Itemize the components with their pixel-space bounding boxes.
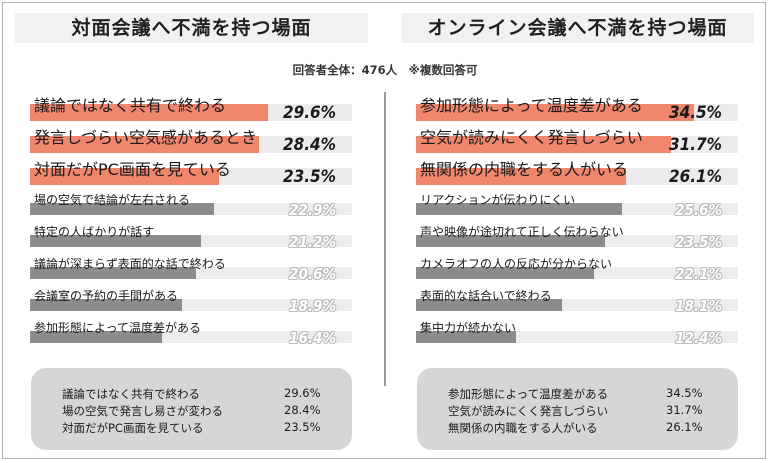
bar (30, 235, 201, 247)
respondent-note: 回答者全体：476人 ※複数回答可 (292, 63, 478, 77)
bar-label: 参加形態によって温度差がある (420, 96, 643, 115)
bar-label: 議論ではなく共有で終わる (34, 96, 227, 115)
bar-label: 表面的な話合いで終わる (420, 289, 552, 303)
bar-value-label: 31.7% (668, 135, 722, 155)
summary-value: 29.6% (284, 386, 321, 400)
bar-value-label: 25.6% (675, 201, 722, 219)
bar (416, 267, 594, 279)
bar (30, 331, 163, 343)
bar-label: 会議室の予約の手間がある (34, 289, 179, 303)
bar-value-label: 18.9% (289, 297, 336, 315)
bar-value-label: 28.4% (282, 135, 336, 155)
bar-label: 特定の人ばかりが話す (34, 225, 155, 239)
summary-label: 場の空気で発言し易さが変わる (62, 404, 223, 418)
center-divider (384, 92, 386, 386)
summary-label: 空気が読みにくく発言しづらい (448, 404, 609, 418)
bar (416, 331, 516, 343)
bar (416, 203, 623, 215)
bar-value-label: 23.5% (282, 167, 336, 187)
summary-value: 26.1% (666, 420, 703, 434)
bar-value-label: 12.4% (675, 329, 722, 347)
bar-label: リアクションが伝わりにくい (420, 193, 576, 207)
bar-label: 発言しづらい空気感があるとき (34, 128, 258, 147)
summary-label: 参加形態によって温度差がある (448, 387, 609, 401)
summary-label: 対面だがPC画面を見ている (62, 421, 204, 435)
figure-frame (2, 2, 766, 459)
bar (416, 235, 606, 247)
bar-label: 無関係の内職をする人がいる (420, 160, 629, 179)
summary-value: 28.4% (284, 403, 321, 417)
bar (30, 168, 220, 185)
bar-value-label: 21.2% (289, 233, 336, 251)
summary-label: 議論ではなく共有で終わる (62, 387, 200, 401)
summary-value: 34.5% (666, 386, 703, 400)
bar (416, 136, 672, 153)
summary-value: 31.7% (666, 403, 703, 417)
bar-label: カメラオフの人の反応が分からない (420, 257, 613, 271)
bar-label: 空気が読みにくく発言しづらい (420, 128, 643, 147)
bar (30, 104, 269, 121)
bar (30, 299, 183, 311)
bar (30, 267, 196, 279)
right-summary-box: 参加形態によって温度差がある 34.5% 空気が読みにくく発言しづらい 31.7… (417, 368, 738, 450)
summary-label: 無関係の内職をする人がいる (448, 421, 598, 435)
bar (416, 299, 562, 311)
bar-label: 対面だがPC画面を見ている (34, 160, 231, 179)
right-chart-title: オンライン会議へ不満を持つ場面 (401, 13, 754, 43)
bar-value-label: 34.5% (668, 103, 722, 123)
bar-value-label: 16.4% (289, 329, 336, 347)
bar-label: 参加形態によって温度差がある (34, 321, 202, 335)
bar-value-label: 22.1% (675, 265, 722, 283)
bar (30, 203, 215, 215)
left-summary-box: 議論ではなく共有で終わる 29.6% 場の空気で発言し易さが変わる 28.4% … (31, 368, 352, 450)
bar (30, 136, 259, 153)
bar-label: 場の空気で結論が左右される (34, 193, 191, 207)
bar-value-label: 18.1% (675, 297, 722, 315)
bar-label: 議論が深まらず表面的な話で終わる (34, 257, 226, 271)
bar-label: 声や映像が途切れて正しく伝わらない (420, 225, 624, 239)
bar-value-label: 20.6% (289, 265, 336, 283)
bar (416, 168, 627, 185)
left-chart-title: 対面会議へ不満を持つ場面 (15, 13, 368, 43)
bar-value-label: 26.1% (668, 167, 722, 187)
bar-value-label: 22.9% (289, 201, 336, 219)
bar-label: 集中力が続かない (420, 321, 517, 335)
bar (416, 104, 694, 121)
summary-value: 23.5% (284, 420, 321, 434)
bar-value-label: 23.5% (675, 233, 722, 251)
bar-value-label: 29.6% (282, 103, 336, 123)
